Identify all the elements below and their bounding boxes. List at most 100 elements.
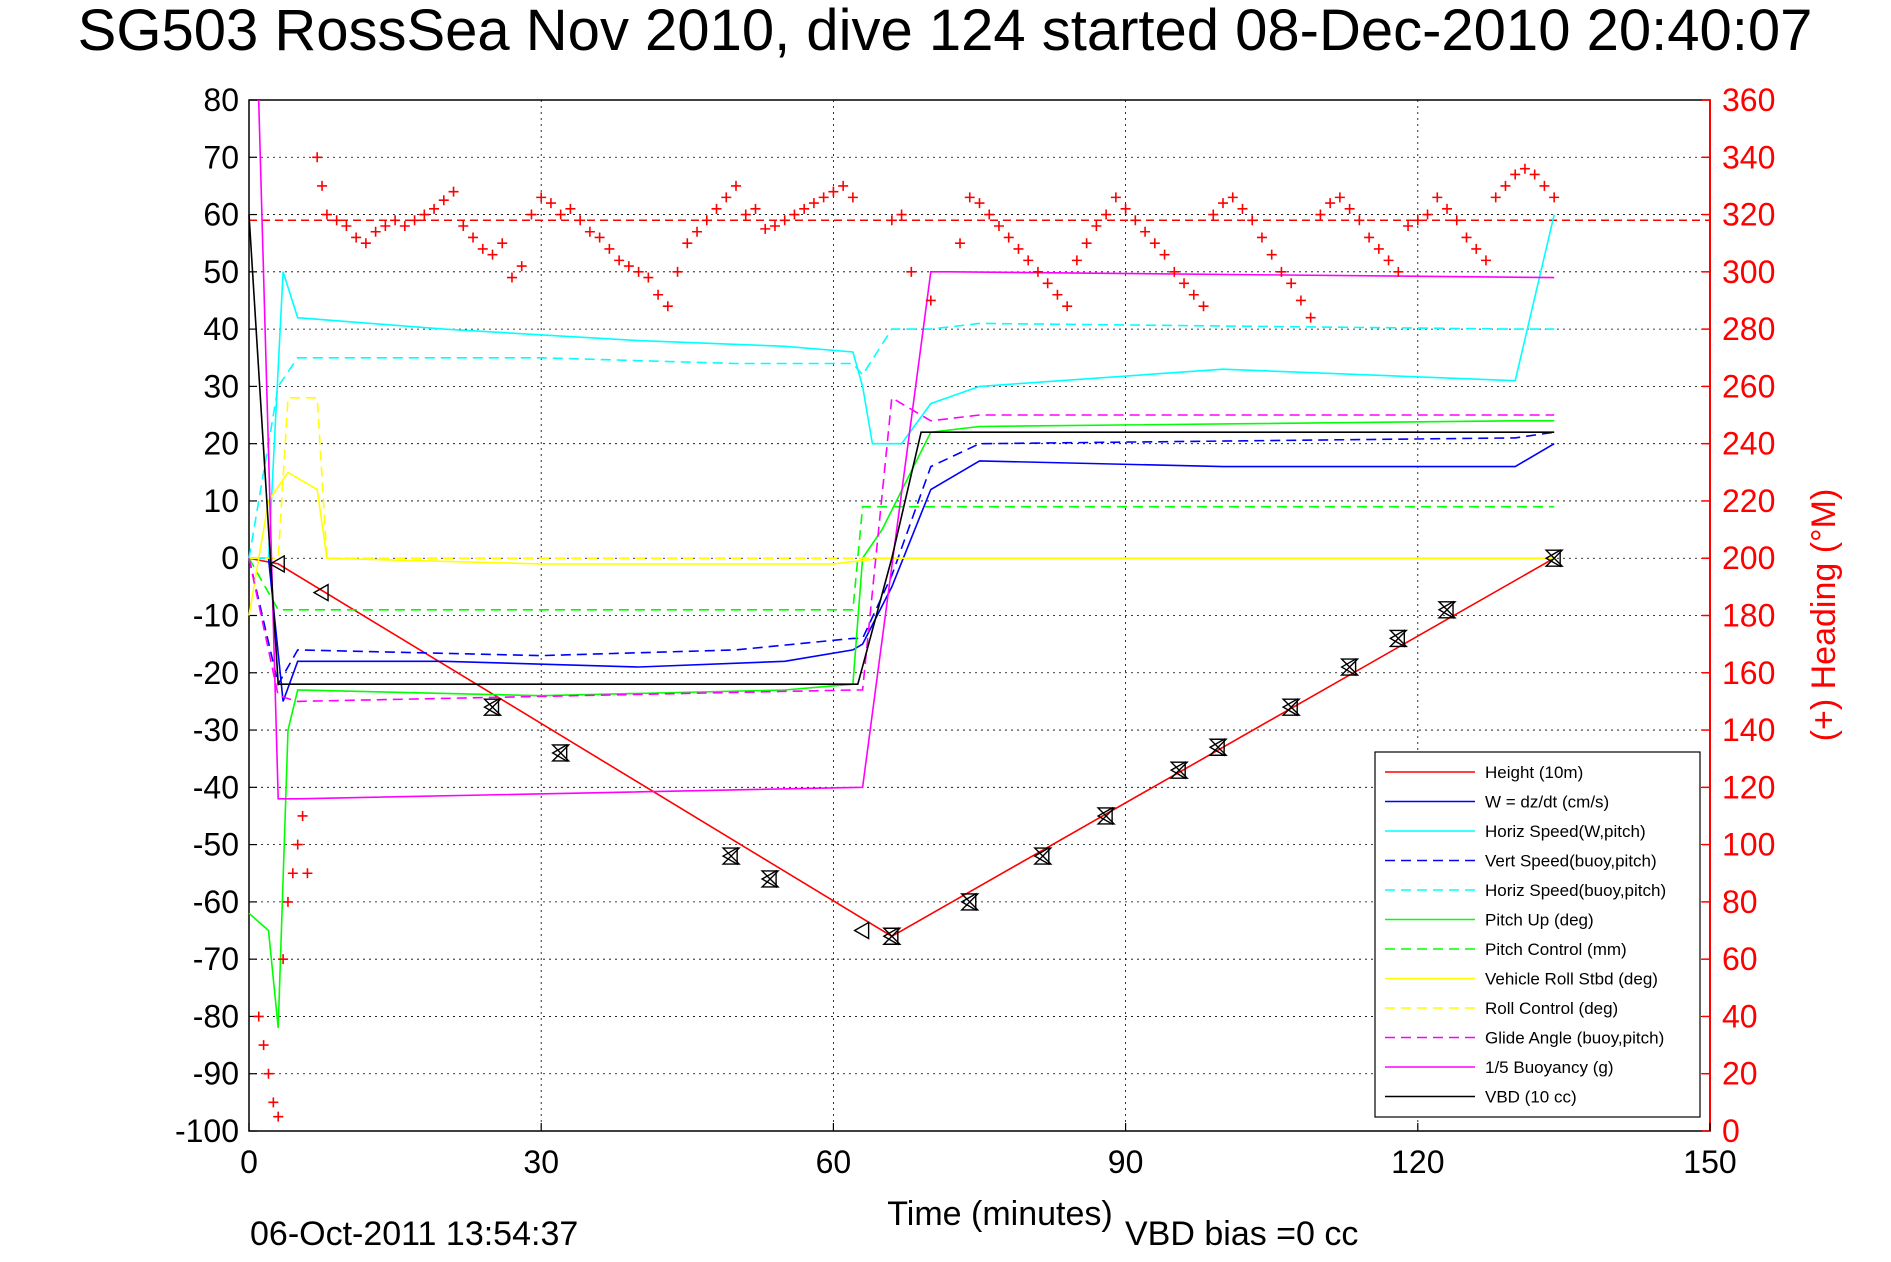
marker-hourglass bbox=[1281, 698, 1301, 716]
heading-point bbox=[1422, 209, 1433, 220]
heading-point bbox=[1169, 266, 1180, 277]
heading-point bbox=[317, 180, 328, 191]
heading-point bbox=[799, 203, 810, 214]
heading-point bbox=[1247, 215, 1258, 226]
heading-point bbox=[380, 221, 391, 232]
y-tick-label: 80 bbox=[203, 82, 239, 118]
heading-point bbox=[653, 289, 664, 300]
heading-point bbox=[614, 255, 625, 266]
heading-point bbox=[565, 203, 576, 214]
y-tick-label: -70 bbox=[193, 941, 239, 977]
heading-point bbox=[273, 1111, 284, 1122]
heading-point bbox=[1549, 192, 1560, 203]
heading-point bbox=[1490, 192, 1501, 203]
heading-point bbox=[1403, 221, 1414, 232]
heading-point bbox=[409, 215, 420, 226]
heading-point bbox=[268, 1097, 279, 1108]
heading-point bbox=[1295, 295, 1306, 306]
series-line-9 bbox=[248, 396, 1555, 703]
heading-point bbox=[1159, 249, 1170, 260]
y-tick-label: -60 bbox=[193, 884, 239, 920]
marker-triangle bbox=[882, 927, 899, 946]
heading-point bbox=[1140, 226, 1151, 237]
right-y-tick-label: 360 bbox=[1722, 82, 1775, 118]
heading-point bbox=[1393, 266, 1404, 277]
x-tick-label: 30 bbox=[523, 1144, 559, 1180]
right-y-tick-label: 100 bbox=[1722, 827, 1775, 863]
right-y-axis-label: (+) Heading (°M) bbox=[1805, 489, 1843, 742]
heading-point bbox=[1227, 192, 1238, 203]
y-tick-label: 40 bbox=[203, 311, 239, 347]
legend-label-1: W = dz/dt (cm/s) bbox=[1485, 793, 1609, 812]
series-line-11 bbox=[248, 214, 1555, 686]
legend-label-4: Horiz Speed(buoy,pitch) bbox=[1485, 881, 1666, 900]
vbd-bias-footer: VBD bias =0 cc bbox=[1125, 1215, 1358, 1253]
heading-point bbox=[1081, 238, 1092, 249]
heading-point bbox=[984, 209, 995, 220]
marker-hourglass bbox=[882, 927, 902, 945]
marker-triangle bbox=[760, 869, 777, 889]
right-y-axis: 3603403203002802602402202001801601401201… bbox=[1702, 82, 1775, 1149]
height-markers bbox=[268, 549, 1564, 946]
heading-point bbox=[1003, 232, 1014, 243]
y-tick-label: -90 bbox=[193, 1056, 239, 1092]
marker-triangle bbox=[1169, 760, 1186, 780]
heading-point bbox=[258, 1040, 269, 1051]
series-line-4 bbox=[248, 322, 1555, 559]
heading-point bbox=[1208, 209, 1219, 220]
heading-point bbox=[468, 232, 479, 243]
heading-point bbox=[1071, 255, 1082, 266]
heading-point bbox=[575, 215, 586, 226]
heading-point bbox=[360, 238, 371, 249]
heading-point bbox=[516, 261, 527, 272]
marker-triangle bbox=[1340, 657, 1357, 677]
heading-point bbox=[331, 215, 342, 226]
heading-point bbox=[974, 198, 985, 209]
marker-hourglass bbox=[1033, 847, 1053, 865]
series-line-6 bbox=[248, 505, 1555, 611]
legend-label-10: 1/5 Buoyancy (g) bbox=[1485, 1058, 1614, 1077]
marker-triangle bbox=[551, 743, 568, 763]
heading-point bbox=[1305, 312, 1316, 323]
y-tick-label: -100 bbox=[175, 1113, 239, 1149]
heading-point bbox=[1149, 238, 1160, 249]
legend: Height (10m) W = dz/dt (cm/s) Horiz Speed(… bbox=[1374, 751, 1701, 1118]
right-y-tick-label: 160 bbox=[1722, 655, 1775, 691]
marker-triangle bbox=[1096, 806, 1113, 826]
series-line-8 bbox=[249, 396, 1555, 560]
marker-hourglass bbox=[1169, 761, 1189, 779]
x-tick-label: 0 bbox=[240, 1144, 258, 1180]
heading-point bbox=[253, 1011, 264, 1022]
legend-label-9: Glide Angle (buoy,pitch) bbox=[1485, 1029, 1664, 1048]
heading-point bbox=[526, 209, 537, 220]
y-tick-label: -30 bbox=[193, 712, 239, 748]
heading-point bbox=[1510, 169, 1521, 180]
heading-point bbox=[545, 198, 556, 209]
marker-hourglass bbox=[550, 744, 571, 762]
heading-point bbox=[1344, 203, 1355, 214]
marker-hourglass bbox=[1437, 601, 1457, 619]
right-y-tick-label: 280 bbox=[1722, 311, 1775, 347]
heading-point bbox=[1471, 243, 1482, 254]
heading-point bbox=[399, 221, 410, 232]
right-y-tick-label: 40 bbox=[1722, 998, 1758, 1034]
heading-point bbox=[1461, 232, 1472, 243]
heading-point bbox=[1110, 192, 1121, 203]
right-y-tick-label: 220 bbox=[1722, 483, 1775, 519]
heading-point bbox=[1130, 215, 1141, 226]
x-tick-label: 60 bbox=[816, 1144, 852, 1180]
heading-point bbox=[1325, 198, 1336, 209]
heading-point bbox=[1500, 180, 1511, 191]
heading-point bbox=[1276, 266, 1287, 277]
heading-point bbox=[1286, 278, 1297, 289]
heading-point bbox=[779, 215, 790, 226]
marker-triangle bbox=[483, 697, 500, 717]
right-y-tick-label: 120 bbox=[1722, 769, 1775, 805]
heading-point bbox=[808, 198, 819, 209]
heading-point bbox=[292, 839, 303, 850]
heading-point bbox=[838, 180, 849, 191]
y-tick-label: 0 bbox=[221, 540, 239, 576]
series-line-10 bbox=[257, 99, 1555, 800]
marker-hourglass bbox=[760, 870, 780, 888]
heading-point bbox=[506, 272, 517, 283]
